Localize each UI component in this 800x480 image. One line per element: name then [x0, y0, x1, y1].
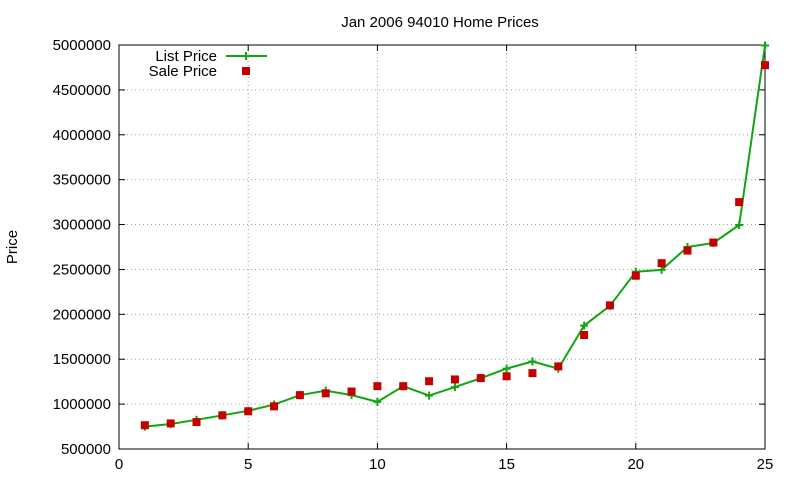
sale-price-point — [166, 419, 175, 428]
sale-price-point — [270, 402, 279, 411]
sale-price-point — [735, 198, 744, 207]
sale-price-point — [140, 421, 149, 430]
x-tick-label: 0 — [115, 456, 123, 473]
sale-price-point — [476, 374, 485, 383]
y-tick-label: 2000000 — [53, 306, 111, 323]
sale-price-point — [347, 387, 356, 396]
sale-price-point — [425, 377, 434, 386]
sale-price-point — [631, 271, 640, 280]
sale-price-point — [580, 330, 589, 339]
grid — [119, 45, 765, 449]
sale-price-point — [683, 246, 692, 255]
axis-ticks: 0 5 10 15 20 25 500000 1000000 1500000 2000000 250… — [53, 37, 774, 473]
list-price-point — [528, 357, 537, 366]
y-tick-label: 500000 — [61, 441, 111, 458]
sale-price-point — [502, 372, 511, 381]
y-axis-label: Price — [4, 230, 21, 264]
y-tick-label: 1500000 — [53, 351, 111, 368]
sale-price-point — [709, 238, 718, 247]
series — [140, 41, 769, 431]
sale-price-point — [218, 411, 227, 420]
sale-price-point — [528, 369, 537, 378]
sale-price-point — [295, 391, 304, 400]
x-tick-label: 10 — [369, 456, 386, 473]
sale-price-point — [554, 362, 563, 371]
list-price-point — [580, 321, 589, 330]
list-price-point — [735, 221, 744, 230]
x-tick-label: 5 — [244, 456, 252, 473]
list-price-point — [373, 397, 382, 406]
list-price-point — [502, 364, 511, 373]
list-price-line — [144, 45, 766, 428]
x-tick-label: 25 — [757, 456, 774, 473]
y-tick-label: 2500000 — [53, 261, 111, 278]
chart-title: Jan 2006 94010 Home Prices — [341, 14, 539, 31]
sale-price-point — [657, 259, 666, 268]
list-price-point — [425, 391, 434, 400]
y-tick-label: 5000000 — [53, 37, 111, 54]
sale-price-point — [321, 389, 330, 398]
y-tick-label: 4500000 — [53, 82, 111, 99]
sale-price-point — [605, 301, 614, 310]
legend-label-sale-price: Sale Price — [149, 63, 217, 80]
plot-frame — [118, 44, 766, 450]
legend-label-list-price: List Price — [155, 48, 217, 65]
sale-price-point — [450, 375, 459, 384]
sale-price-point — [244, 407, 253, 416]
list-price-point — [657, 265, 666, 274]
y-tick-label: 1000000 — [53, 396, 111, 413]
sale-price-point — [373, 382, 382, 391]
y-tick-label: 3500000 — [53, 172, 111, 189]
y-tick-label: 3000000 — [53, 217, 111, 234]
sale-price-point — [192, 418, 201, 427]
sale-price-point — [399, 382, 408, 391]
list-price-point — [450, 383, 459, 392]
legend-marker-sale-price — [242, 67, 250, 75]
y-tick-label: 4000000 — [53, 127, 111, 144]
sale-price-point — [761, 61, 769, 70]
x-tick-label: 15 — [498, 456, 515, 473]
list-price-point — [761, 41, 769, 50]
x-tick-label: 20 — [627, 456, 644, 473]
